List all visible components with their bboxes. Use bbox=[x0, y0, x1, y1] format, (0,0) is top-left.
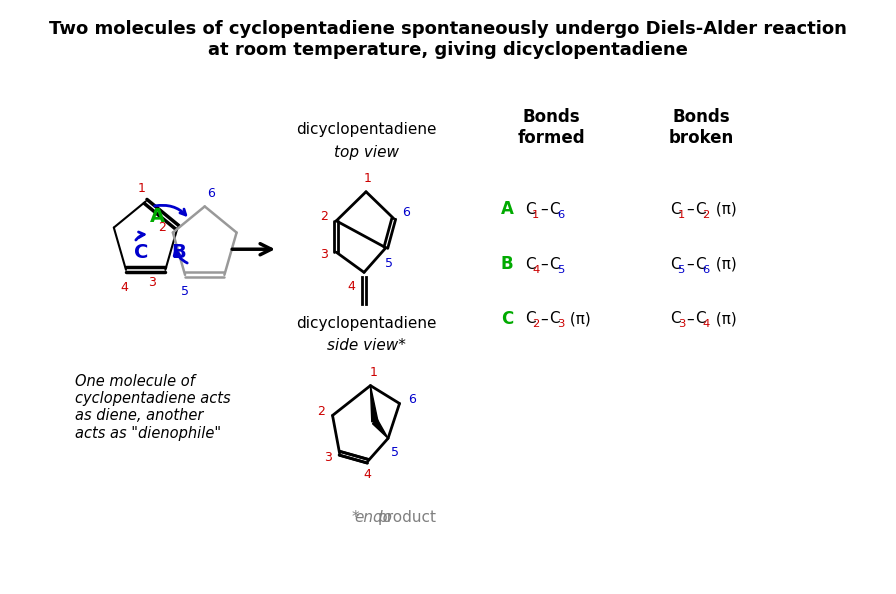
Text: 4: 4 bbox=[120, 282, 128, 294]
Text: 3: 3 bbox=[320, 248, 328, 261]
Text: C: C bbox=[525, 257, 535, 271]
Text: 4: 4 bbox=[348, 280, 356, 293]
Text: C: C bbox=[525, 202, 535, 217]
Text: Two molecules of cyclopentadiene spontaneously undergo Diels-Alder reaction
at r: Two molecules of cyclopentadiene spontan… bbox=[49, 20, 847, 59]
Text: C: C bbox=[501, 310, 513, 328]
Text: C: C bbox=[694, 202, 705, 217]
Text: (π): (π) bbox=[565, 311, 591, 326]
Text: 2: 2 bbox=[532, 320, 539, 329]
Text: 2: 2 bbox=[702, 210, 710, 220]
Text: –: – bbox=[540, 257, 548, 271]
Text: C: C bbox=[525, 311, 535, 326]
Text: 6: 6 bbox=[207, 187, 215, 200]
Text: 3: 3 bbox=[677, 320, 685, 329]
Text: 5: 5 bbox=[181, 285, 189, 298]
Text: 6: 6 bbox=[556, 210, 564, 220]
Text: C: C bbox=[134, 243, 149, 262]
Text: B: B bbox=[501, 255, 513, 273]
Text: product: product bbox=[378, 510, 437, 526]
Text: 5: 5 bbox=[385, 257, 393, 270]
Text: 5: 5 bbox=[677, 265, 685, 274]
Text: dicyclopentadiene: dicyclopentadiene bbox=[296, 122, 436, 137]
Text: A: A bbox=[501, 200, 513, 219]
Text: 3: 3 bbox=[148, 276, 156, 289]
Text: *: * bbox=[351, 510, 359, 526]
Text: 1: 1 bbox=[364, 172, 372, 185]
Text: C: C bbox=[670, 311, 681, 326]
Text: 4: 4 bbox=[702, 320, 710, 329]
Text: –: – bbox=[686, 311, 694, 326]
Text: –: – bbox=[540, 202, 548, 217]
Text: (π): (π) bbox=[711, 311, 737, 326]
Text: –: – bbox=[540, 311, 548, 326]
Text: C: C bbox=[694, 257, 705, 271]
Text: 1: 1 bbox=[137, 182, 145, 195]
Text: 6: 6 bbox=[702, 265, 710, 274]
Text: 6: 6 bbox=[408, 393, 416, 406]
Text: One molecule of
cyclopentadiene acts
as diene, another
acts as "dienophile": One molecule of cyclopentadiene acts as … bbox=[75, 374, 231, 441]
Text: top view: top view bbox=[333, 145, 399, 160]
Text: 4: 4 bbox=[364, 467, 372, 481]
Text: endo: endo bbox=[354, 510, 392, 526]
Text: C: C bbox=[549, 257, 560, 271]
Text: Bonds
formed: Bonds formed bbox=[517, 108, 585, 147]
Text: C: C bbox=[670, 257, 681, 271]
Text: (π): (π) bbox=[711, 257, 737, 271]
Text: 5: 5 bbox=[392, 446, 399, 459]
Text: 2: 2 bbox=[158, 221, 166, 234]
Text: 6: 6 bbox=[402, 206, 410, 219]
Text: 2: 2 bbox=[320, 210, 328, 223]
Text: 3: 3 bbox=[556, 320, 564, 329]
Text: C: C bbox=[670, 202, 681, 217]
Text: A: A bbox=[150, 207, 165, 226]
Text: dicyclopentadiene: dicyclopentadiene bbox=[296, 317, 436, 331]
Text: 1: 1 bbox=[370, 366, 378, 379]
Text: 4: 4 bbox=[532, 265, 539, 274]
Text: C: C bbox=[549, 311, 560, 326]
Polygon shape bbox=[373, 419, 388, 438]
Text: C: C bbox=[549, 202, 560, 217]
Text: B: B bbox=[171, 243, 185, 262]
Text: 1: 1 bbox=[532, 210, 539, 220]
Text: Bonds
broken: Bonds broken bbox=[668, 108, 734, 147]
Text: side view*: side view* bbox=[326, 338, 406, 353]
Text: 2: 2 bbox=[317, 405, 325, 418]
Text: 1: 1 bbox=[677, 210, 685, 220]
Polygon shape bbox=[370, 386, 378, 422]
Text: 5: 5 bbox=[556, 265, 564, 274]
Text: (π): (π) bbox=[711, 202, 737, 217]
Text: –: – bbox=[686, 257, 694, 271]
Text: –: – bbox=[686, 202, 694, 217]
Text: C: C bbox=[694, 311, 705, 326]
Text: 3: 3 bbox=[324, 451, 332, 464]
